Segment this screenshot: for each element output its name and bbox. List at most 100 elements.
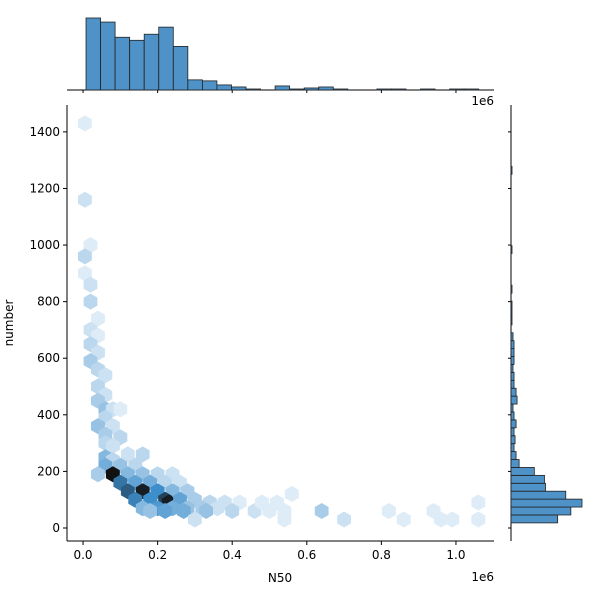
hexbin (255, 494, 269, 511)
x-tick-label: 1.0 (446, 548, 465, 562)
y-hist-bar (510, 387, 517, 397)
y-tick-label: 600 (37, 351, 60, 365)
hexbin (396, 511, 411, 528)
y-hist-bar (510, 332, 514, 342)
hexbin (471, 494, 486, 511)
y-hist-bar (510, 435, 516, 445)
x-hist-bar (391, 88, 407, 91)
hexbin (434, 511, 448, 528)
hexbin (78, 191, 92, 208)
y-hist-bar (510, 459, 520, 468)
hexbin (83, 237, 98, 254)
y-tick-label: 1400 (29, 125, 60, 139)
x-tick-label: 0.0 (73, 548, 92, 562)
y-hist-bar (510, 284, 513, 294)
y-hist-bar (510, 427, 515, 437)
x-offset-label: 1e6 (471, 570, 494, 584)
y-tick-label: 1000 (29, 238, 60, 252)
hexbin (158, 503, 172, 519)
x-hist-bar (100, 21, 116, 91)
hexbin (337, 511, 351, 528)
y-hist-bar (510, 443, 515, 452)
y-hist-bar (510, 395, 518, 405)
y-hist-bar (510, 371, 515, 381)
hexbin (471, 511, 486, 528)
y-hist-bar (510, 474, 545, 484)
hexbin (381, 503, 396, 519)
y-hist-bar (510, 356, 515, 365)
hexbin (83, 293, 98, 310)
y-hist-bar (510, 340, 515, 350)
y-hist-bar (510, 411, 515, 421)
hexbin (120, 446, 135, 463)
hexbin (105, 437, 120, 454)
hexbin (284, 486, 299, 502)
y-hist-bar (510, 165, 513, 175)
hexbin (91, 310, 105, 327)
x-hist-bar (245, 88, 261, 91)
x-hist-bar (274, 85, 291, 91)
hexbin (210, 500, 225, 517)
y-hist-bar (510, 300, 513, 310)
x-hist-bar (318, 86, 334, 91)
hexbin (78, 265, 92, 282)
y-hist-bar (510, 482, 546, 492)
hexbin (445, 511, 460, 528)
hexbin (176, 503, 191, 519)
x-hist-bar (143, 33, 160, 91)
hexbin (113, 401, 128, 418)
y-hist-bar (510, 308, 513, 318)
x-hist-bar (303, 87, 320, 91)
hexbin (188, 511, 202, 528)
y-hist-bar (510, 419, 517, 429)
x-tick-label: 0.8 (372, 548, 391, 562)
y-hist-bar (510, 514, 559, 524)
x-hist-bar (158, 26, 174, 91)
hexbin (314, 503, 329, 519)
y-tick-label: 200 (37, 464, 60, 478)
y-axis-label: number (2, 300, 16, 347)
x-hist-bar (420, 88, 436, 91)
hexbin (91, 466, 105, 483)
x-hist-bar (449, 88, 465, 91)
y-hist-bar (510, 403, 514, 413)
hexbin (83, 276, 98, 293)
y-hist-bar (510, 316, 513, 326)
hexbin (143, 503, 158, 519)
y-hist-bar (510, 348, 515, 357)
y-tick-label: 1200 (29, 181, 60, 195)
y-tick-label: 0 (52, 521, 60, 535)
hexbin (270, 494, 284, 511)
hexbin (277, 511, 292, 528)
y-hist-bar (510, 490, 567, 500)
x-hist-bar (129, 39, 145, 91)
y-hist-bar (510, 451, 517, 460)
y-hist-bar (510, 379, 515, 389)
x-hist-bar (187, 79, 203, 91)
x-hist-bar (85, 17, 101, 91)
y-hist-bar (510, 245, 513, 254)
hexbin (135, 446, 150, 463)
x-axis-label: N50 (268, 571, 292, 585)
y-hist-bar (510, 498, 583, 508)
x-hist-bar (216, 84, 232, 91)
y-tick-label: 400 (37, 408, 60, 422)
y-hist-bar (510, 364, 514, 373)
x-tick-label: 0.6 (297, 548, 316, 562)
y-hist-bar (510, 506, 572, 516)
hexbin (78, 248, 92, 265)
x-tick-label: 0.2 (148, 548, 167, 562)
x-hist-bar (114, 36, 131, 91)
x-hist-bar (172, 45, 189, 91)
hexbin (78, 115, 92, 132)
x-hist-bar (332, 88, 349, 91)
y-tick-label: 800 (37, 295, 60, 309)
top-offset-label: 1e6 (471, 94, 494, 108)
x-hist-bar (289, 88, 305, 91)
hexbin (98, 367, 113, 384)
x-hist-bar (231, 86, 247, 91)
y-hist-bar (510, 467, 535, 476)
hexbin (199, 503, 213, 519)
x-hist-bar (463, 88, 480, 91)
